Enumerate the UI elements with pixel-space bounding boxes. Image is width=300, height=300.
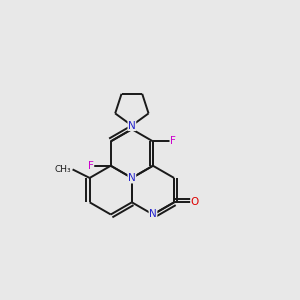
Text: N: N <box>128 121 136 130</box>
Text: F: F <box>170 136 176 146</box>
Text: N: N <box>128 173 136 183</box>
Text: CH₃: CH₃ <box>55 165 71 174</box>
Text: F: F <box>88 161 94 171</box>
Text: N: N <box>149 209 157 220</box>
Text: O: O <box>191 197 199 207</box>
